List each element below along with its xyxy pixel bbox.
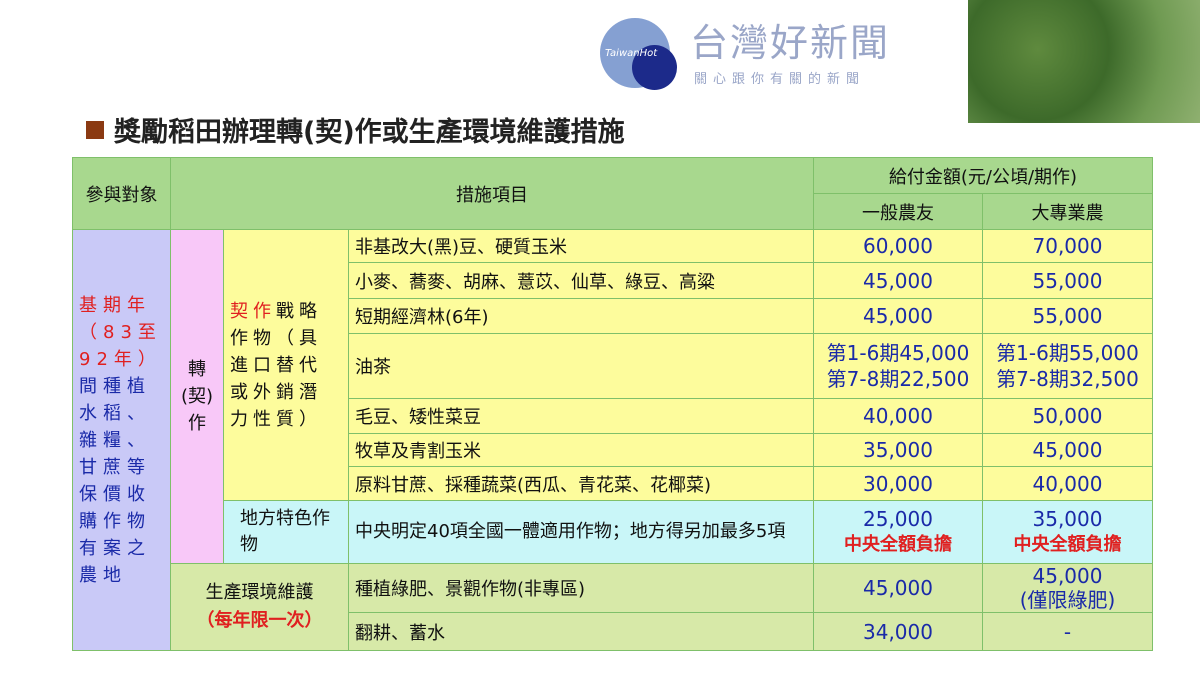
amount-general: 40,000 — [813, 398, 983, 434]
participant-cell: 基期年（83至92年）間種植水稻、雜糧、甘蔗等保價收購作物有案之農地 — [72, 229, 171, 651]
amount-general: 60,000 — [813, 229, 983, 263]
header-participant: 參與對象 — [72, 157, 171, 230]
amount-pro: - — [982, 612, 1153, 651]
watermark-logo-text: TaiwanHot — [605, 48, 658, 59]
amount-pro: 45,000 (僅限綠肥) — [982, 563, 1153, 613]
amount-general: 35,000 — [813, 433, 983, 467]
header-general: 一般農友 — [813, 193, 983, 230]
item-cell: 非基改大(黑)豆、硬質玉米 — [348, 229, 814, 263]
amount-general: 45,000 — [813, 262, 983, 299]
local-crop-label: 地方特色作物 — [223, 500, 349, 564]
conversion-cell: 轉(契)作 — [170, 229, 224, 564]
amount-general: 第1-6期45,000 第7-8期22,500 — [813, 333, 983, 399]
header-professional: 大專業農 — [982, 193, 1153, 230]
amount-general: 34,000 — [813, 612, 983, 651]
item-cell: 中央明定40項全國一體適用作物；地方得另加最多5項 — [348, 500, 814, 564]
item-cell: 油茶 — [348, 333, 814, 399]
amount-pro: 35,000 中央全額負擔 — [982, 500, 1153, 564]
environment-label: 生產環境維護 （每年限一次） — [170, 563, 349, 651]
watermark-slogan: 關心跟你有關的新聞 — [694, 72, 866, 87]
header-amount: 給付金額(元/公頃/期作) — [813, 157, 1153, 194]
subsidy-table: 參與對象 措施項目 給付金額(元/公頃/期作) 一般農友 大專業農 基期年（83… — [72, 157, 1153, 651]
slide-title: 獎勵稻田辦理轉(契)作或生產環境維護措施 — [86, 110, 625, 149]
item-cell: 原料甘蔗、採種蔬菜(西瓜、青花菜、花椰菜) — [348, 466, 814, 501]
amount-pro: 第1-6期55,000 第7-8期32,500 — [982, 333, 1153, 399]
item-cell: 翻耕、蓄水 — [348, 612, 814, 651]
header-measure: 措施項目 — [170, 157, 814, 230]
amount-pro: 55,000 — [982, 262, 1153, 299]
watermark-name: 台灣好新聞 — [690, 21, 891, 65]
item-cell: 牧草及青割玉米 — [348, 433, 814, 467]
amount-general: 30,000 — [813, 466, 983, 501]
watermark-logo-circle-dark — [632, 45, 677, 90]
aerial-farmland-photo — [968, 0, 1200, 123]
amount-pro: 55,000 — [982, 298, 1153, 334]
amount-pro: 40,000 — [982, 466, 1153, 501]
amount-pro: 70,000 — [982, 229, 1153, 263]
amount-pro: 50,000 — [982, 398, 1153, 434]
bullet-square-icon — [86, 121, 104, 139]
item-cell: 短期經濟林(6年) — [348, 298, 814, 334]
amount-pro: 45,000 — [982, 433, 1153, 467]
amount-general: 45,000 — [813, 563, 983, 613]
amount-general: 25,000 中央全額負擔 — [813, 500, 983, 564]
amount-general: 45,000 — [813, 298, 983, 334]
strategic-crop-cell: 契作戰略作物（具進口替代或外銷潛力性質） — [223, 229, 349, 501]
item-cell: 種植綠肥、景觀作物(非專區) — [348, 563, 814, 613]
item-cell: 小麥、蕎麥、胡麻、薏苡、仙草、綠豆、高粱 — [348, 262, 814, 299]
item-cell: 毛豆、矮性菜豆 — [348, 398, 814, 434]
